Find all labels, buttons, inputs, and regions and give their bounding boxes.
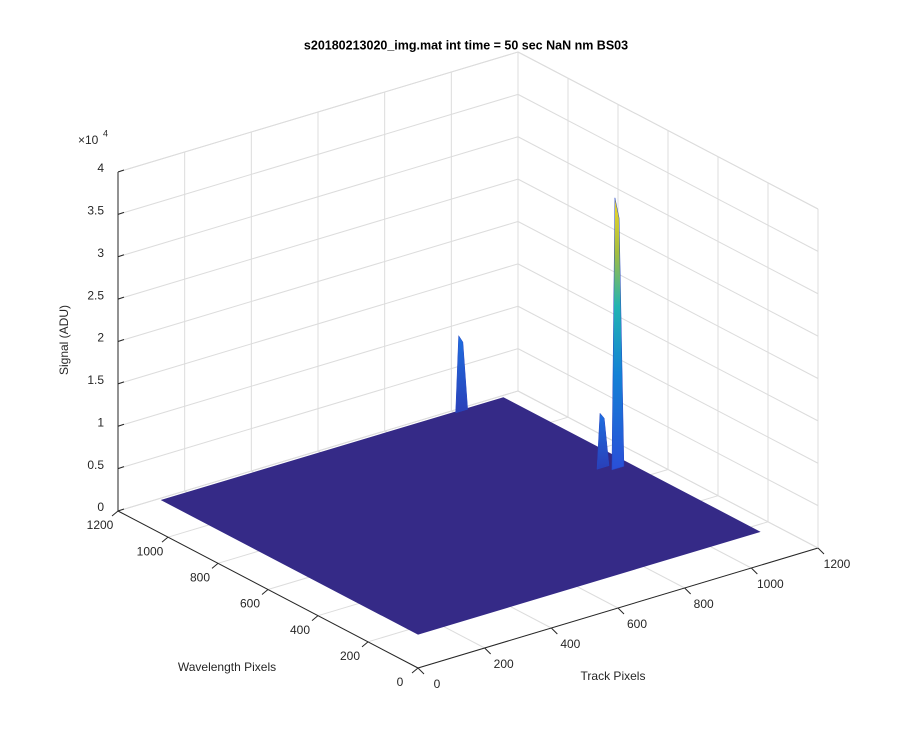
box-edge [517,51,819,210]
tick-mark [617,607,625,615]
peak [455,334,468,414]
tick-mark [211,562,219,569]
z-tick-label: 2.5 [87,288,104,302]
tick-mark [361,641,369,648]
grid-line [517,136,819,295]
z-scale-base: ×10 [78,133,99,147]
tick-mark [117,381,125,385]
tick-mark [161,536,169,543]
y-tick-label: 0 [397,675,404,689]
y-tick-label: 800 [190,571,210,585]
tick-mark [117,296,125,300]
x-tick-label: 0 [434,677,441,691]
chart-title: s20180213020_img.mat int time = 50 sec N… [304,38,628,52]
tick-mark [411,667,419,674]
x-tick-label: 800 [694,597,714,611]
surface [160,397,761,635]
z-tick-label: 3.5 [87,204,104,218]
x-tick-label: 1000 [757,577,784,591]
tick-mark [311,615,319,622]
z-tick-label: 2 [97,331,104,345]
tick-mark [417,667,425,675]
x-axis-label: Track Pixels [581,669,646,683]
y-tick-label: 200 [340,649,360,663]
y-tick-label: 1200 [87,518,114,532]
grid-line [117,93,519,215]
tick-mark [111,510,119,517]
z-tick-label: 0 [97,500,104,514]
grid-line [517,178,819,337]
x-tick-label: 1200 [824,557,851,571]
grid-line [517,348,819,507]
z-tick-label: 4 [97,161,104,175]
grid-line [517,305,819,464]
grid-line [517,390,819,549]
peak [596,412,610,470]
z-tick-label: 0.5 [87,458,104,472]
grid-line [117,221,519,342]
z-tick-label: 3 [97,246,104,260]
tick-mark [550,627,558,635]
tick-mark [117,254,125,258]
peak [611,197,625,471]
grid-line [517,221,819,379]
z-tick-label: 1 [97,415,104,429]
tick-mark [817,547,825,555]
z-axis-label: Signal (ADU) [57,305,71,375]
grid-line [117,390,519,512]
grid-line [517,93,819,252]
y-axis-label: Wavelength Pixels [178,660,276,674]
tick-mark [261,589,269,595]
grid-line [117,263,519,385]
tick-mark [117,169,125,173]
grid-line [517,263,819,422]
y-tick-label: 1000 [137,544,164,558]
grid-line [117,136,519,258]
tick-mark [117,508,125,512]
x-tick-label: 600 [627,617,647,631]
x-tick-label: 200 [494,657,514,671]
z-tick-label: 1.5 [87,373,104,387]
tick-mark [484,647,492,655]
grid-line [117,348,519,470]
tick-mark [684,587,692,595]
tick-mark [750,567,758,575]
y-tick-label: 400 [290,623,310,637]
tick-mark [117,211,125,215]
tick-mark [117,339,125,342]
tick-mark [117,423,125,427]
y-tick-label: 600 [240,597,260,611]
x-tick-label: 400 [560,637,580,651]
box-edge [117,51,519,173]
tick-mark [117,466,125,470]
grid-line [117,178,519,300]
grid-line [117,305,519,427]
z-scale-exponent: 4 [103,128,108,138]
